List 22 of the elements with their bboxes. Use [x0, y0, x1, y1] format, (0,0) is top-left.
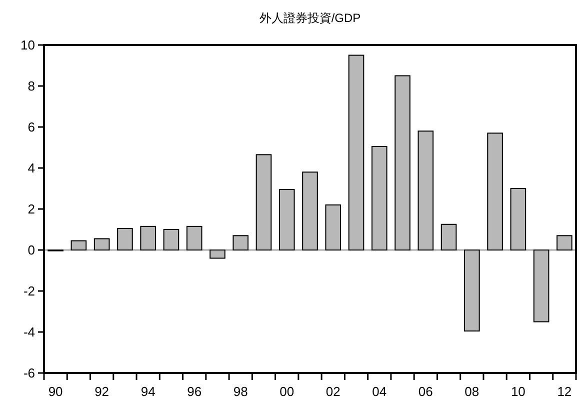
x-tick-label: 04 — [372, 384, 387, 399]
x-tick-label: 02 — [326, 384, 340, 399]
x-tick-label: 06 — [418, 384, 433, 399]
x-tick-label: 12 — [557, 384, 572, 399]
y-tick-label: 4 — [28, 160, 35, 176]
x-tick-label: 10 — [510, 384, 526, 399]
x-tick-label: 00 — [280, 384, 294, 399]
x-tick-label: 98 — [233, 384, 248, 399]
title: 外人證券投資/GDP — [259, 11, 361, 25]
y-tick-label: -4 — [23, 324, 35, 340]
y-tick-label: 2 — [28, 202, 35, 216]
y-tick-label: -6 — [23, 366, 35, 380]
x-tick-label: 96 — [187, 384, 202, 399]
y-tick-label: 8 — [28, 78, 35, 94]
y-tick-label: -2 — [23, 284, 35, 298]
y-tick-label: 0 — [28, 242, 35, 258]
y-tick-label: 10 — [20, 38, 35, 52]
x-tick-label: 92 — [94, 384, 110, 399]
x-tick-label: 94 — [140, 384, 156, 399]
y-tick-label: 6 — [28, 120, 35, 134]
x-tick-label: 08 — [464, 384, 480, 399]
x-tick-label: 90 — [48, 384, 63, 399]
